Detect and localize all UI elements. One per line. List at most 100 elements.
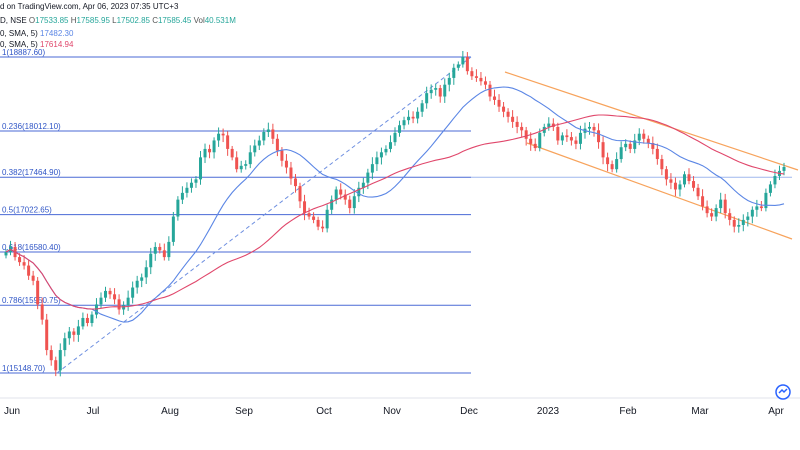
candle [560, 132, 564, 146]
candle [45, 313, 49, 356]
candle-body [506, 111, 510, 117]
candle [167, 236, 171, 261]
candle [180, 186, 184, 205]
candle [520, 122, 524, 137]
candle-body [556, 126, 560, 141]
candle-body [370, 164, 374, 173]
candle [325, 204, 329, 233]
candle-body [113, 294, 117, 300]
candle-body [407, 116, 411, 121]
candle-body [782, 167, 786, 171]
candle-body [538, 132, 542, 149]
candle-body [746, 216, 750, 220]
candle [176, 196, 180, 221]
candle [474, 69, 478, 82]
candle [253, 139, 257, 157]
candle [511, 110, 515, 128]
candle [502, 102, 506, 118]
candle [407, 110, 411, 125]
candle-body [321, 226, 325, 229]
candle [262, 128, 266, 146]
candle [588, 122, 591, 135]
candle [705, 200, 709, 218]
candle-body [203, 148, 207, 158]
candle-body [40, 304, 44, 320]
candle [741, 214, 745, 232]
volume-value: 40.531M [204, 16, 236, 25]
candle [226, 131, 230, 156]
candle-body [81, 317, 85, 327]
candle-body [447, 77, 451, 85]
fib-label: 0.618(16580.40) [2, 243, 61, 252]
candle-body [135, 280, 139, 288]
candle [719, 192, 723, 214]
fib-label: 0.236(18012.10) [2, 122, 61, 131]
candle [547, 117, 551, 131]
close-label: C [152, 16, 158, 25]
candle-body [94, 304, 98, 315]
candle [375, 151, 379, 171]
candle-body [597, 130, 601, 143]
candle-body [461, 57, 465, 65]
candle [556, 122, 560, 145]
candle [416, 107, 420, 124]
candle-body [366, 172, 370, 183]
x-tick-label: Nov [383, 406, 401, 417]
candle [58, 343, 62, 377]
candle [728, 208, 732, 226]
rising-trendline [56, 56, 472, 374]
candle [606, 152, 610, 172]
candle-body [678, 184, 682, 190]
candle-body [714, 208, 718, 217]
low-value: 17502.85 [116, 16, 150, 25]
candle-body [122, 305, 126, 310]
candle [633, 133, 637, 154]
candle-body [244, 164, 248, 166]
candle [429, 84, 433, 99]
candle-body [569, 137, 573, 141]
candle-body [379, 152, 383, 158]
candle [465, 52, 469, 75]
candle [456, 61, 460, 71]
candle-body [54, 360, 58, 371]
candle-body [452, 67, 456, 78]
candle [447, 72, 451, 92]
candle [303, 194, 307, 221]
candle [208, 144, 212, 159]
candle-body [755, 206, 759, 210]
candle-body [149, 253, 153, 268]
candle [452, 63, 456, 85]
candle-body [497, 99, 501, 107]
candle-body [31, 275, 35, 281]
candle-body [176, 199, 180, 217]
candle [755, 199, 759, 217]
candle [99, 292, 103, 309]
candle-body [388, 142, 392, 149]
candle [266, 122, 270, 138]
candle-body [357, 187, 361, 197]
candle [185, 182, 189, 198]
candle-body [266, 129, 270, 133]
close-value: 17585.45 [157, 16, 192, 25]
candle-body [547, 123, 551, 127]
candle [370, 157, 374, 180]
candle [90, 311, 94, 327]
candle [122, 301, 126, 315]
candle [461, 50, 465, 68]
candle [49, 345, 53, 366]
candle [22, 255, 26, 270]
candle [746, 212, 750, 227]
candle-body [443, 84, 447, 97]
candle [307, 207, 311, 220]
candle [660, 154, 664, 176]
candle [212, 137, 216, 159]
candle-body [162, 250, 166, 258]
candle [488, 80, 492, 102]
candle-body [58, 350, 62, 371]
candle [673, 177, 677, 197]
candle [759, 200, 763, 212]
candle [217, 127, 221, 147]
candle-body [438, 88, 442, 97]
candle-body [144, 267, 148, 278]
